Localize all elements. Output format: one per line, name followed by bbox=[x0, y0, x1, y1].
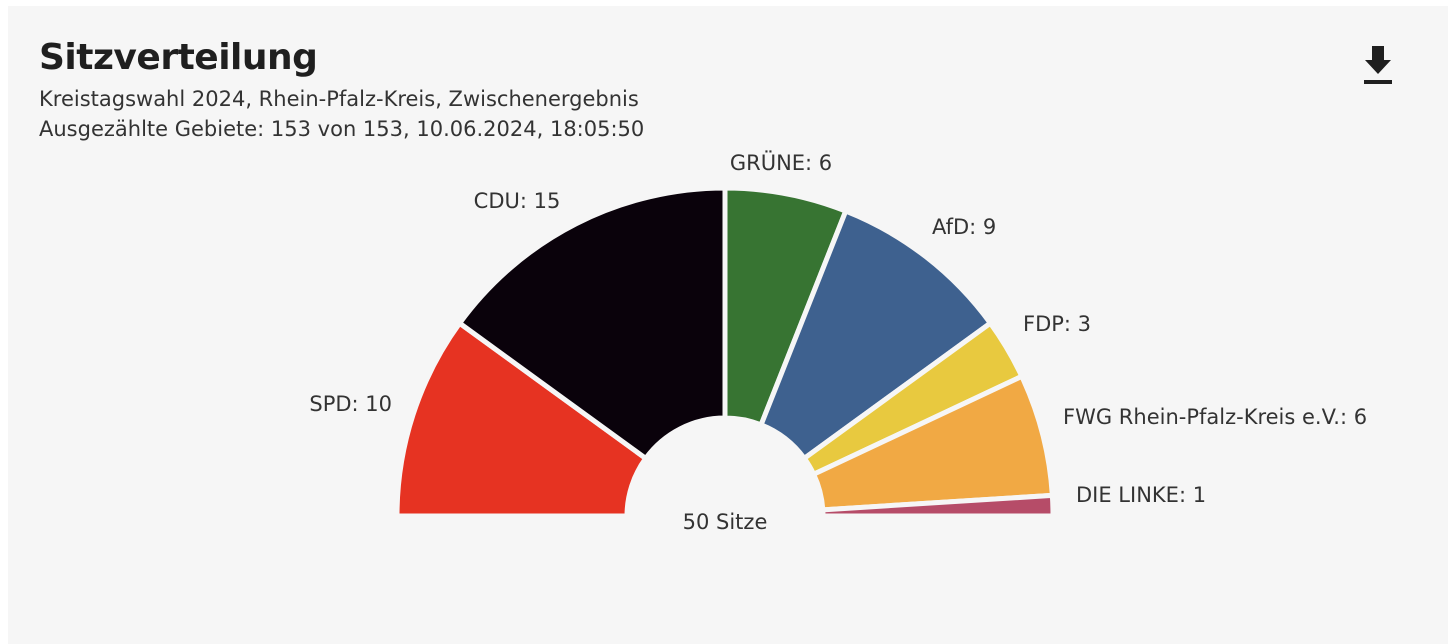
download-icon bbox=[1364, 46, 1392, 84]
slice-afd[interactable] bbox=[758, 208, 993, 461]
slice-label: GRÜNE: 6 bbox=[730, 150, 832, 175]
slice-spd[interactable] bbox=[394, 320, 649, 519]
slice-label: SPD: 10 bbox=[309, 392, 392, 416]
center-label: 50 Sitze bbox=[683, 510, 768, 534]
chart-card: Sitzverteilung Kreistagswahl 2024, Rhein… bbox=[8, 6, 1448, 644]
slice-label: FDP: 3 bbox=[1023, 312, 1091, 336]
slice-label: AfD: 9 bbox=[932, 215, 996, 239]
chart-title: Sitzverteilung bbox=[39, 37, 318, 78]
slice-cdu[interactable] bbox=[457, 185, 728, 461]
chart-status: Ausgezählte Gebiete: 153 von 153, 10.06.… bbox=[39, 117, 645, 141]
slice-label: FWG Rhein-Pfalz-Kreis e.V.: 6 bbox=[1063, 405, 1367, 429]
download-button[interactable] bbox=[1358, 42, 1398, 88]
slice-label: CDU: 15 bbox=[474, 189, 561, 213]
slice-label: DIE LINKE: 1 bbox=[1076, 483, 1206, 507]
slice-die-linke[interactable] bbox=[820, 492, 1056, 519]
chart-subtitle: Kreistagswahl 2024, Rhein-Pfalz-Kreis, Z… bbox=[39, 87, 639, 111]
